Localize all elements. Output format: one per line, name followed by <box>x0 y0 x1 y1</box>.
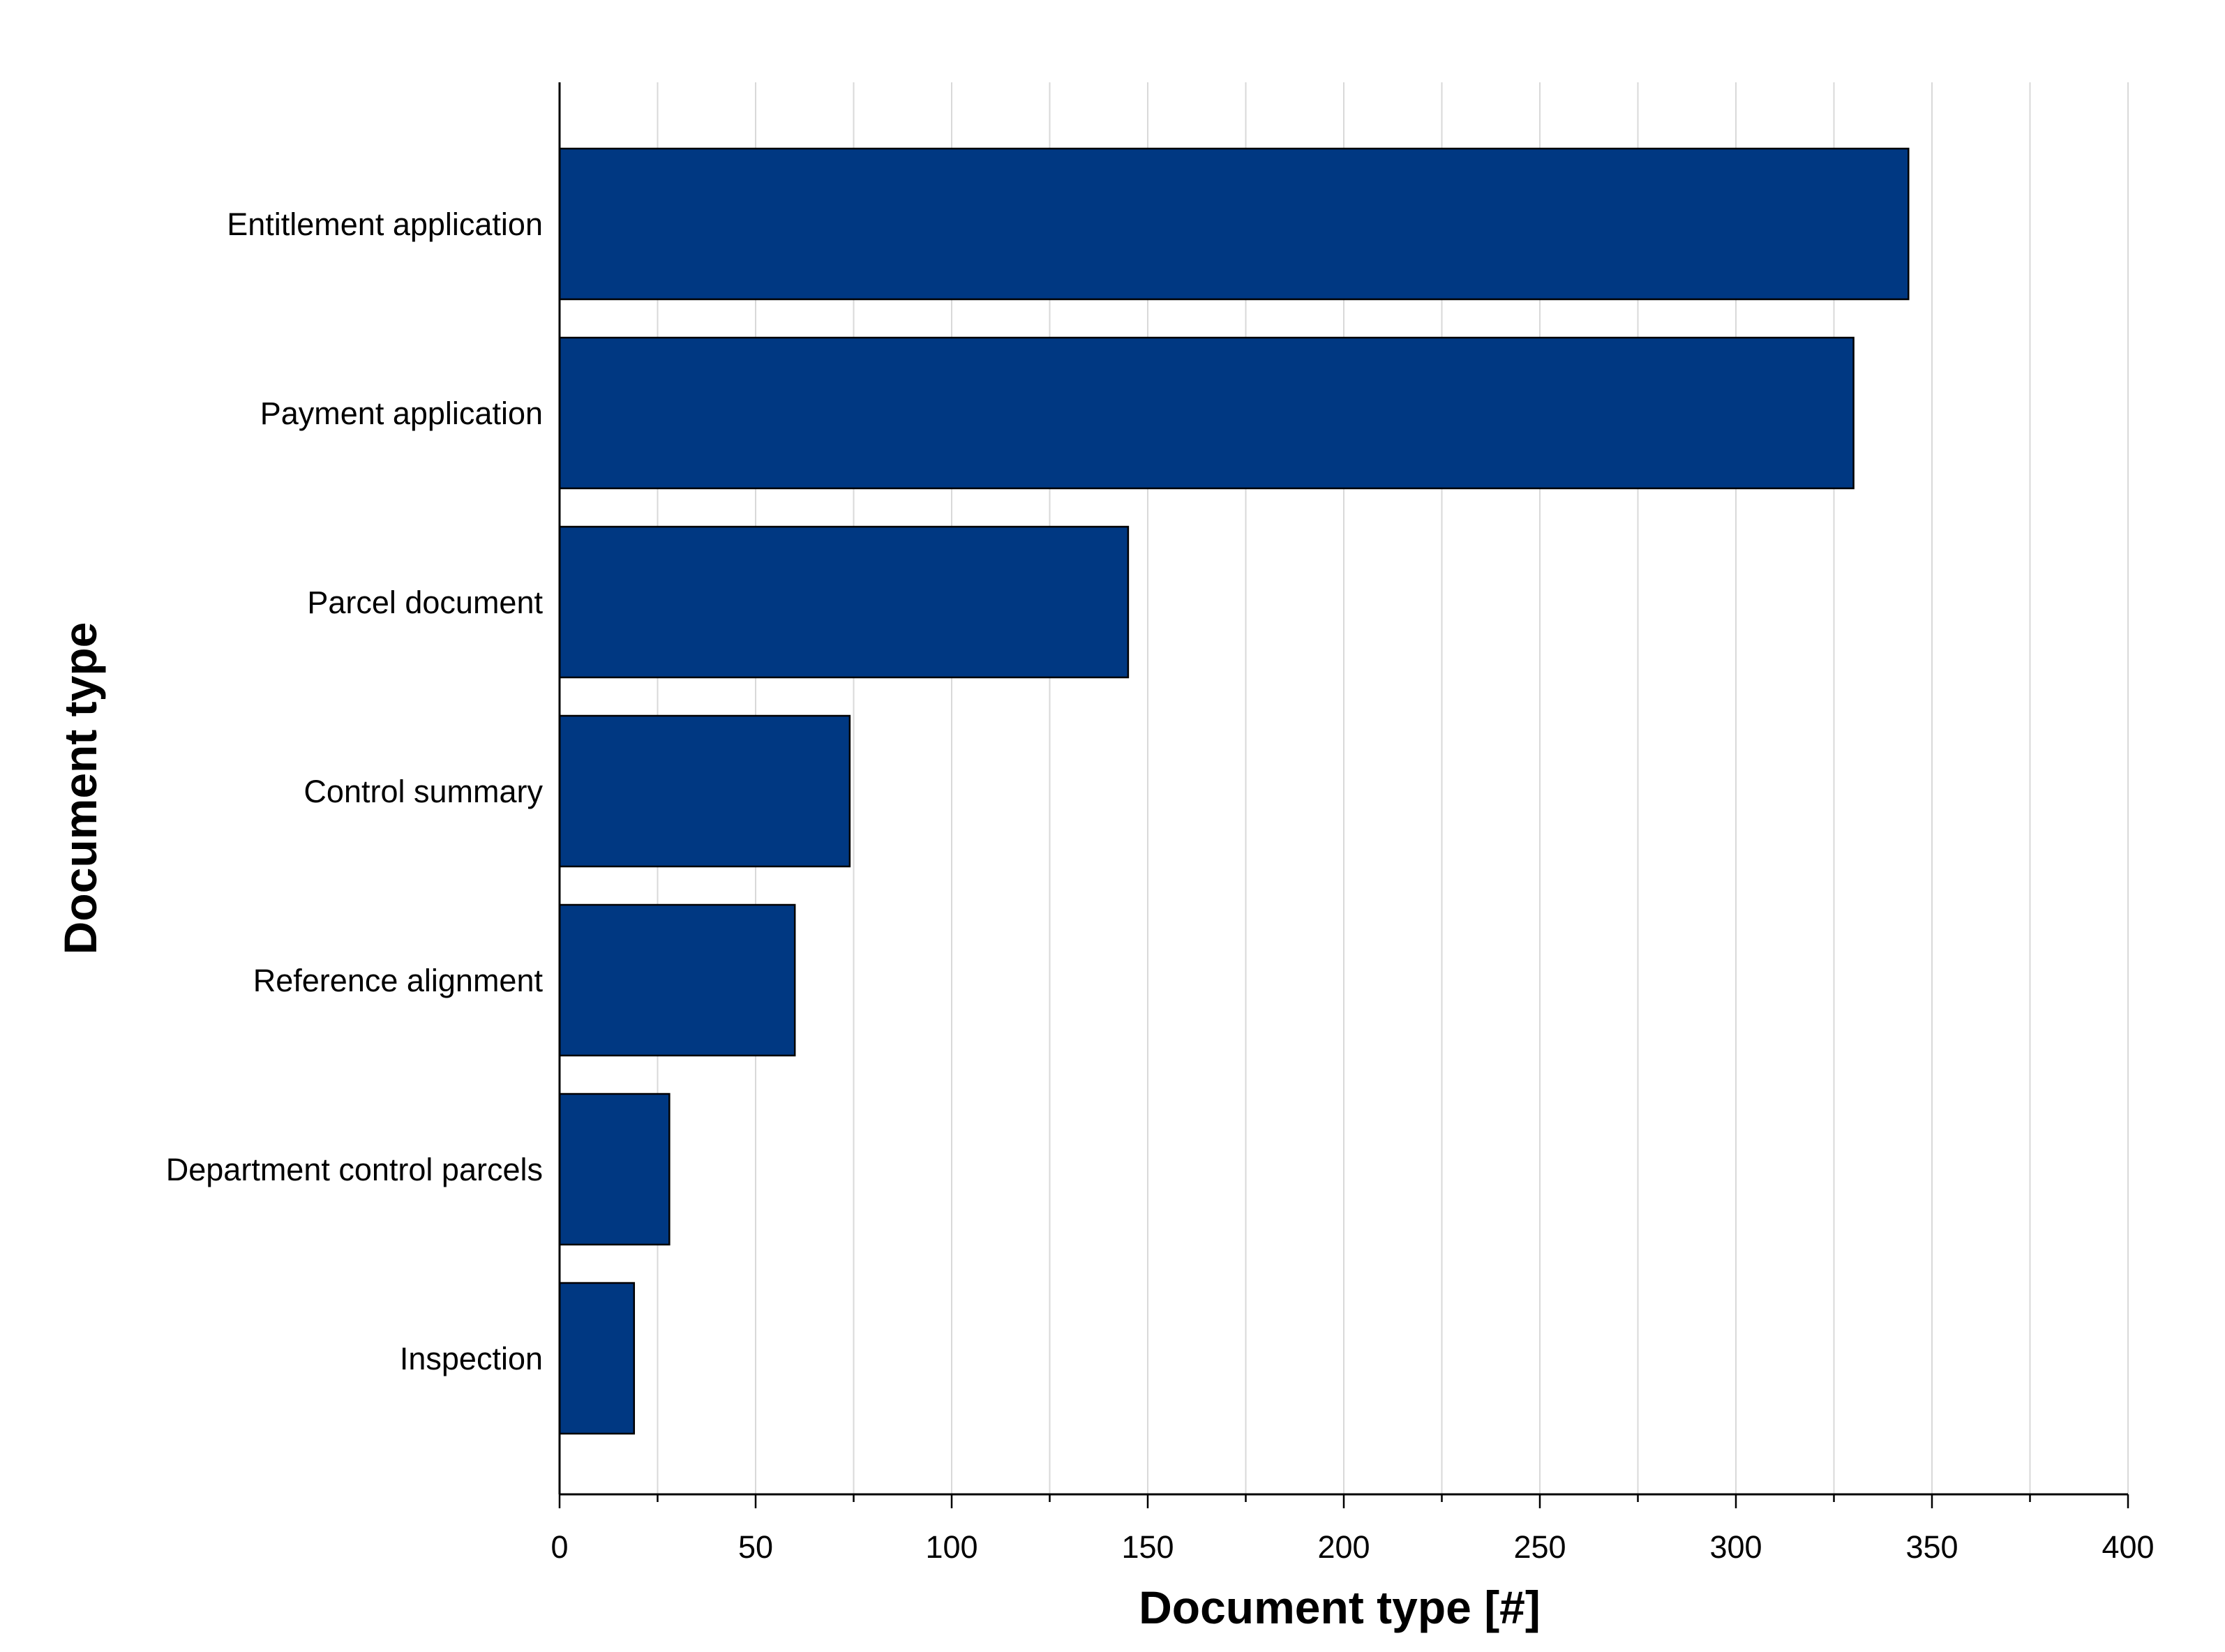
x-tick-label: 250 <box>1513 1529 1566 1565</box>
category-label: Department control parcels <box>166 1152 543 1187</box>
x-axis-title: Document type [#] <box>1139 1582 1541 1633</box>
x-tick-label: 150 <box>1121 1529 1174 1565</box>
bar <box>558 336 1855 490</box>
category-label: Payment application <box>260 396 543 431</box>
bar <box>558 714 851 868</box>
grid-lines <box>657 82 2129 1494</box>
category-label: Entitlement application <box>227 206 543 242</box>
x-ticks: 0 50 100 150 200 250 300 350 400 <box>550 1494 2155 1565</box>
x-tick-label: 100 <box>925 1529 977 1565</box>
category-label: Inspection <box>400 1341 543 1376</box>
x-tick-label: 300 <box>1709 1529 1762 1565</box>
x-tick-label: 400 <box>2102 1529 2154 1565</box>
bar <box>558 1282 636 1435</box>
y-axis-title: Document type <box>54 622 106 955</box>
category-label: Control summary <box>304 774 543 809</box>
x-tick-label: 0 <box>550 1529 568 1565</box>
bar <box>558 1092 671 1246</box>
category-label: Reference alignment <box>253 963 544 998</box>
bar <box>558 147 1910 301</box>
bars <box>558 147 1910 1435</box>
x-tick-label: 50 <box>738 1529 773 1565</box>
x-tick-label: 200 <box>1317 1529 1370 1565</box>
category-labels: Entitlement application Payment applicati… <box>166 206 544 1376</box>
x-tick-label: 350 <box>1905 1529 1958 1565</box>
bar <box>558 525 1130 679</box>
bar <box>558 903 796 1057</box>
category-label: Parcel document <box>307 585 543 620</box>
